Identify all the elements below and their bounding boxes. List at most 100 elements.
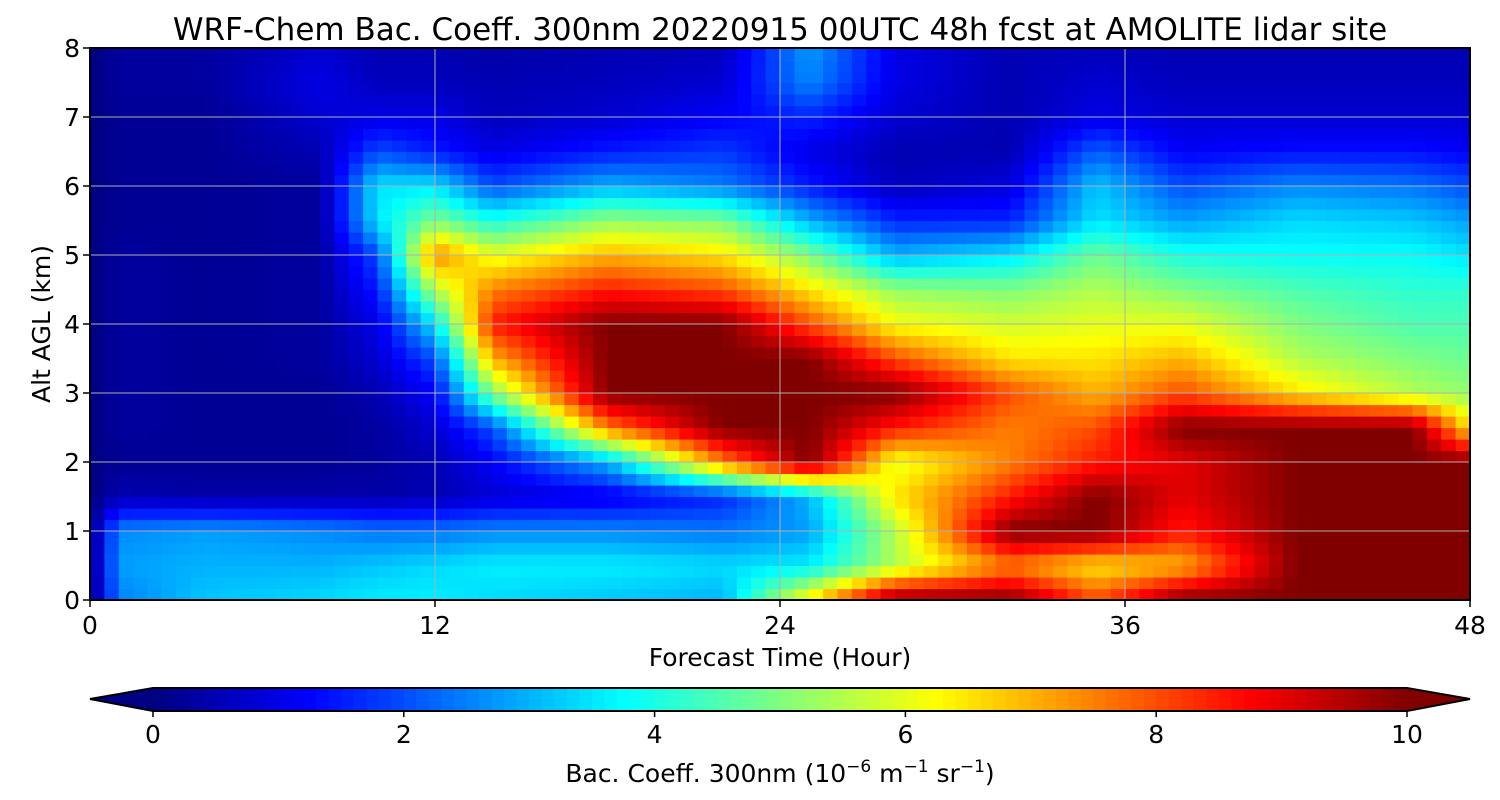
heatmap-cell [1283,48,1299,61]
heatmap-cell [880,554,896,567]
heatmap-cell [880,416,896,429]
heatmap-cell [751,450,767,463]
heatmap-cell [435,266,450,279]
heatmap-cell [995,209,1011,222]
heatmap-cell [118,243,134,256]
heatmap-cell [1383,427,1399,440]
heatmap-cell [1455,450,1471,463]
heatmap-cell [104,531,120,544]
heatmap-cell [1096,565,1112,578]
heatmap-cell [1225,105,1241,118]
heatmap-cell [708,358,724,371]
heatmap-cell [1067,71,1083,84]
heatmap-cell [550,404,565,417]
heatmap-cell [1340,128,1356,141]
heatmap-cell [938,404,954,417]
heatmap-cell [363,220,379,233]
heatmap-cell [1110,232,1126,245]
heatmap-cell [1139,554,1155,567]
heatmap-cell [1297,554,1313,567]
heatmap-cell [909,301,925,314]
heatmap-cell [621,416,637,429]
heatmap-cell [147,531,163,544]
heatmap-cell [334,473,350,486]
heatmap-cell [679,220,695,233]
heatmap-cell [104,232,120,245]
heatmap-cell [90,117,105,130]
heatmap-cell [1038,531,1054,544]
heatmap-cell [1326,266,1342,279]
heatmap-cell [736,197,752,210]
heatmap-cell [363,82,379,95]
heatmap-cell [851,496,867,509]
heatmap-cell [1153,542,1169,555]
heatmap-cell [1240,94,1255,107]
heatmap-cell [823,324,839,337]
heatmap-cell [1038,174,1054,187]
heatmap-cell [1369,117,1385,130]
heatmap-cell [765,71,781,84]
heatmap-cell [765,289,781,302]
heatmap-cell [420,508,436,521]
heatmap-cell [492,186,508,199]
heatmap-cell [1125,59,1140,72]
heatmap-cell [550,519,565,532]
heatmap-cell [722,71,738,84]
heatmap-cell [90,255,105,268]
heatmap-cell [1326,128,1342,141]
heatmap-cell [708,209,724,222]
heatmap-cell [348,324,364,337]
heatmap-cell [435,370,450,383]
heatmap-cell [420,105,436,118]
heatmap-cell [751,312,767,325]
heatmap-cell [320,266,335,279]
heatmap-cell [938,335,954,348]
heatmap-cell [1297,416,1313,429]
heatmap-cell [621,519,637,532]
heatmap-cell [1268,462,1284,475]
heatmap-cell [1053,59,1069,72]
heatmap-cell [449,588,465,601]
colorbar-swatch [1269,688,1283,711]
heatmap-cell [363,473,379,486]
heatmap-cell [118,186,134,199]
heatmap-cell [1010,439,1025,452]
heatmap-cell [1412,324,1428,337]
heatmap-cell [679,577,695,590]
heatmap-cell [1153,278,1169,291]
heatmap-cell [851,140,867,153]
heatmap-cell [1125,370,1140,383]
heatmap-cell [794,416,810,429]
heatmap-cell [1125,71,1140,84]
heatmap-cell [1355,312,1370,325]
heatmap-cell [1340,519,1356,532]
heatmap-cell [837,255,853,268]
heatmap-cell [895,220,910,233]
heatmap-cell [320,335,335,348]
heatmap-cell [923,439,939,452]
heatmap-cell [550,554,565,567]
heatmap-cell [1455,588,1471,601]
heatmap-cell [1096,289,1112,302]
heatmap-cell [866,278,882,291]
heatmap-cell [161,565,177,578]
heatmap-cell [1196,496,1212,509]
heatmap-cell [1139,427,1155,440]
heatmap-cell [1240,71,1255,84]
heatmap-cell [133,255,149,268]
heatmap-cell [1211,508,1227,521]
heatmap-cell [808,289,824,302]
heatmap-cell [205,427,220,440]
heatmap-cell [276,312,292,325]
heatmap-cell [794,301,810,314]
heatmap-cell [1096,220,1112,233]
heatmap-cell [521,220,537,233]
heatmap-cell [722,473,738,486]
heatmap-cell [1283,358,1299,371]
heatmap-cell [276,381,292,394]
heatmap-cell [665,312,680,325]
heatmap-cell [90,335,105,348]
heatmap-cell [291,243,307,256]
heatmap-cell [708,301,724,314]
heatmap-cell [1340,335,1356,348]
